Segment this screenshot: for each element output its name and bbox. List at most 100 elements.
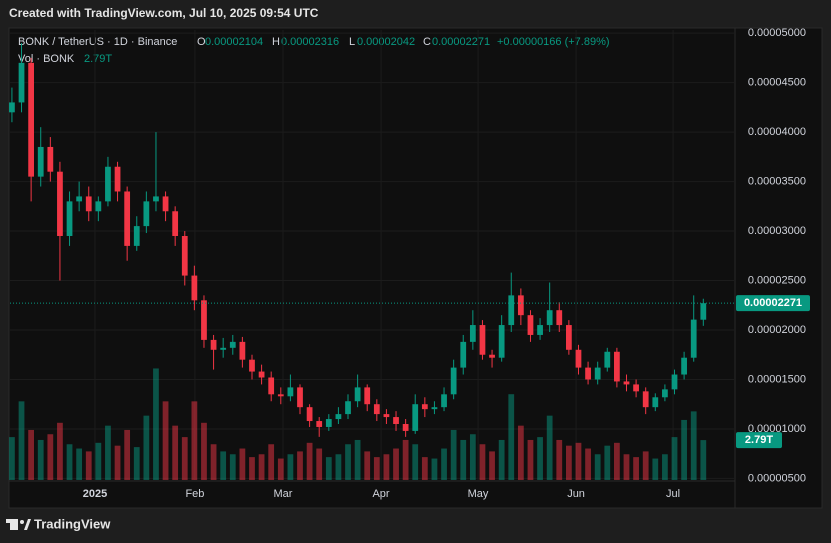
- ohlc-letter: C: [423, 36, 431, 48]
- candle-body: [662, 389, 668, 398]
- candle-body: [153, 196, 159, 202]
- y-tick-label: 0.00004000: [748, 126, 806, 138]
- candle-body: [277, 394, 284, 397]
- candle-body: [191, 275, 198, 301]
- candle-body: [220, 347, 227, 350]
- candle-body: [412, 404, 419, 431]
- candle-body: [479, 325, 486, 355]
- x-tick-label: May: [468, 488, 489, 500]
- volume-bar: [143, 415, 150, 480]
- volume-bar: [604, 445, 611, 480]
- candle-body: [517, 295, 524, 316]
- candle-body: [229, 341, 236, 348]
- ohlc-letter: O: [197, 36, 206, 48]
- volume-bar: [37, 439, 44, 480]
- y-tick-label: 0.00002500: [748, 274, 806, 286]
- candle-body: [28, 62, 35, 177]
- volume-bar: [57, 422, 63, 480]
- candle-body: [585, 367, 591, 380]
- x-tick-label: Apr: [372, 488, 389, 500]
- candle-body: [364, 387, 371, 405]
- volume-bar: [431, 458, 438, 480]
- volume-bar: [162, 401, 169, 480]
- candle-body: [18, 62, 25, 103]
- volume-bar: [633, 457, 639, 480]
- volume-bar: [306, 442, 313, 480]
- volume-bar: [297, 451, 303, 480]
- ohlc-letter: L: [349, 36, 355, 48]
- candle-body: [297, 387, 303, 408]
- candle-body: [681, 357, 687, 375]
- volume-bar: [575, 442, 582, 480]
- candle-body: [642, 391, 649, 408]
- brand: TradingView: [34, 516, 111, 531]
- y-tick-label: 0.00005000: [748, 27, 806, 39]
- volume-bar: [335, 454, 342, 480]
- volume-bar: [546, 415, 553, 480]
- volume-bar: [124, 429, 131, 480]
- volume-bar: [527, 439, 534, 480]
- volume-value: 2.79T: [84, 53, 112, 65]
- volume-bar: [614, 442, 620, 480]
- brand-logo: [6, 519, 31, 530]
- volume-bar: [9, 437, 15, 480]
- volume-bar: [133, 447, 140, 480]
- volume-bar: [441, 448, 447, 480]
- x-tick-label: Jun: [567, 488, 585, 500]
- volume-bar: [556, 439, 563, 480]
- candle-body: [66, 201, 73, 237]
- candle-body: [47, 146, 54, 172]
- volume-bar: [345, 444, 351, 480]
- candle-body: [556, 310, 563, 326]
- volume-bar: [153, 368, 159, 480]
- volume-bar: [364, 451, 371, 480]
- candle-body: [402, 423, 409, 431]
- created-note: Created with TradingView.com, Jul 10, 20…: [9, 6, 319, 20]
- change-value: +0.00000166 (+7.89%): [497, 36, 610, 48]
- volume-bar: [479, 444, 486, 480]
- volume-bar: [95, 442, 102, 480]
- volume-bar: [229, 454, 236, 480]
- ohlc-letter: H: [272, 36, 280, 48]
- volume-bar: [402, 439, 409, 480]
- candle-body: [201, 300, 207, 340]
- volume-bar: [239, 448, 246, 480]
- volume-bar: [277, 458, 284, 480]
- candle-body: [249, 359, 255, 372]
- candle-body: [105, 166, 111, 202]
- candle-body: [124, 191, 131, 246]
- volume-bar: [28, 429, 35, 480]
- x-tick-label: Feb: [185, 488, 204, 500]
- candle-body: [469, 325, 476, 342]
- candle-body: [306, 407, 313, 422]
- volume-bar: [18, 401, 25, 480]
- volume-bar: [114, 445, 121, 480]
- volume-bar: [181, 437, 188, 480]
- candle-body: [671, 374, 678, 390]
- candle-body: [508, 295, 515, 326]
- volume-bar: [316, 448, 323, 480]
- low-value: 0.00002042: [357, 36, 415, 48]
- candle-body: [143, 201, 150, 227]
- candle-body: [604, 351, 611, 368]
- volume-bar: [258, 454, 265, 480]
- candle-body: [172, 211, 179, 237]
- candle-body: [345, 401, 351, 415]
- candle-body: [335, 414, 342, 420]
- candle-body: [210, 339, 217, 350]
- volume-bar: [325, 457, 332, 480]
- volume-bar: [85, 451, 92, 480]
- volume-bar: [585, 448, 591, 480]
- candles: [9, 43, 707, 437]
- volume-bar: [76, 448, 83, 480]
- x-tick-label: Jul: [666, 488, 680, 500]
- chart-panel: [8, 27, 823, 509]
- y-tick-label: 0.00004500: [748, 77, 806, 89]
- y-tick-label: 0.00002000: [748, 324, 806, 336]
- candle-body: [700, 303, 707, 320]
- volume-bar: [287, 454, 294, 480]
- candle-body: [614, 351, 620, 382]
- volume-bar: [623, 454, 630, 480]
- grid: [10, 30, 735, 480]
